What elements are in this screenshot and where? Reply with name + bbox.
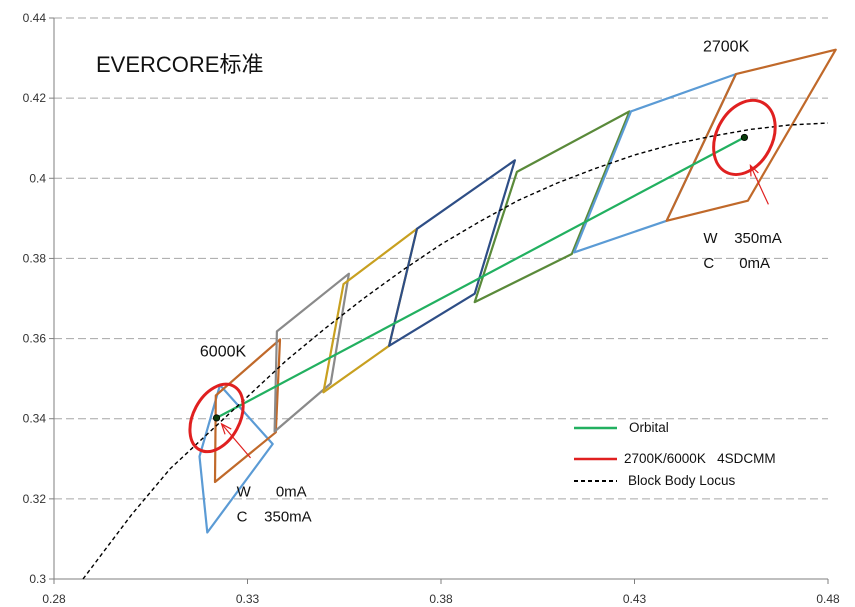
y-tick-label: 0.38 — [23, 251, 47, 265]
x-tick-label: 0.38 — [429, 592, 453, 606]
bin-quadrangle-6 — [473, 110, 631, 304]
arrow-line — [749, 165, 769, 205]
bin-quadrangle-2 — [213, 338, 282, 484]
legend-label: Orbital — [629, 420, 669, 435]
x-tick-label: 0.28 — [42, 592, 66, 606]
current-label: W 350mA — [703, 230, 781, 247]
axes: 0.3 0.32 0.34 0.36 0.38 0.4 0.42 0.44 0.28 0.33 0.… — [23, 11, 840, 606]
sdcm-ellipse-6000K — [188, 382, 245, 454]
legend: Orbital 2700K/6000K 4SDCMM Block Body Locu… — [574, 420, 776, 488]
cct-label: 2700K — [703, 38, 750, 55]
cct-label: 6000K — [200, 344, 247, 361]
y-tick-label: 0.34 — [23, 412, 47, 426]
series-lines — [82, 122, 829, 580]
arrow-head — [220, 422, 232, 435]
black-body-locus — [82, 122, 829, 580]
arrow-line — [221, 423, 251, 459]
chart-title: EVERCORE标准 — [96, 52, 263, 77]
bin-quadrangle-7 — [572, 72, 738, 254]
y-tick-label: 0.4 — [29, 171, 46, 185]
x-tick-label: 0.43 — [623, 592, 647, 606]
target-point-2700K — [740, 133, 749, 142]
bin-quadrangle-1 — [198, 384, 274, 534]
x-tick-label: 0.48 — [816, 592, 840, 606]
current-label: W 0mA — [237, 483, 307, 500]
target-point-6000K — [212, 414, 221, 422]
y-tick-label: 0.44 — [23, 11, 47, 25]
grid-lines — [54, 17, 828, 500]
x-tick-label: 0.33 — [236, 592, 260, 606]
y-tick-label: 0.42 — [23, 91, 47, 105]
sdcm-ellipse-2700K — [712, 98, 777, 176]
bin-quadrangle-5 — [388, 159, 517, 347]
y-tick-label: 0.36 — [23, 332, 47, 346]
sdcm-ellipses — [188, 98, 777, 454]
bin-quadrangles — [198, 48, 837, 534]
arrow-head — [749, 163, 759, 177]
bin-quadrangle-4 — [322, 227, 419, 394]
current-label: C 350mA — [237, 508, 312, 525]
orbital-line — [215, 136, 745, 419]
legend-label: 2700K/6000K 4SDCMM — [624, 451, 776, 466]
y-tick-label: 0.32 — [23, 492, 47, 506]
bin-quadrangle-8 — [665, 48, 837, 222]
y-tick-label: 0.3 — [29, 572, 46, 586]
annotations: 6000K 2700K W 0mA C 350mA W 350mA C 0mA — [200, 38, 782, 525]
bin-quadrangle-3 — [273, 272, 350, 433]
legend-label: Block Body Locus — [628, 473, 736, 488]
current-label: C 0mA — [703, 255, 770, 272]
